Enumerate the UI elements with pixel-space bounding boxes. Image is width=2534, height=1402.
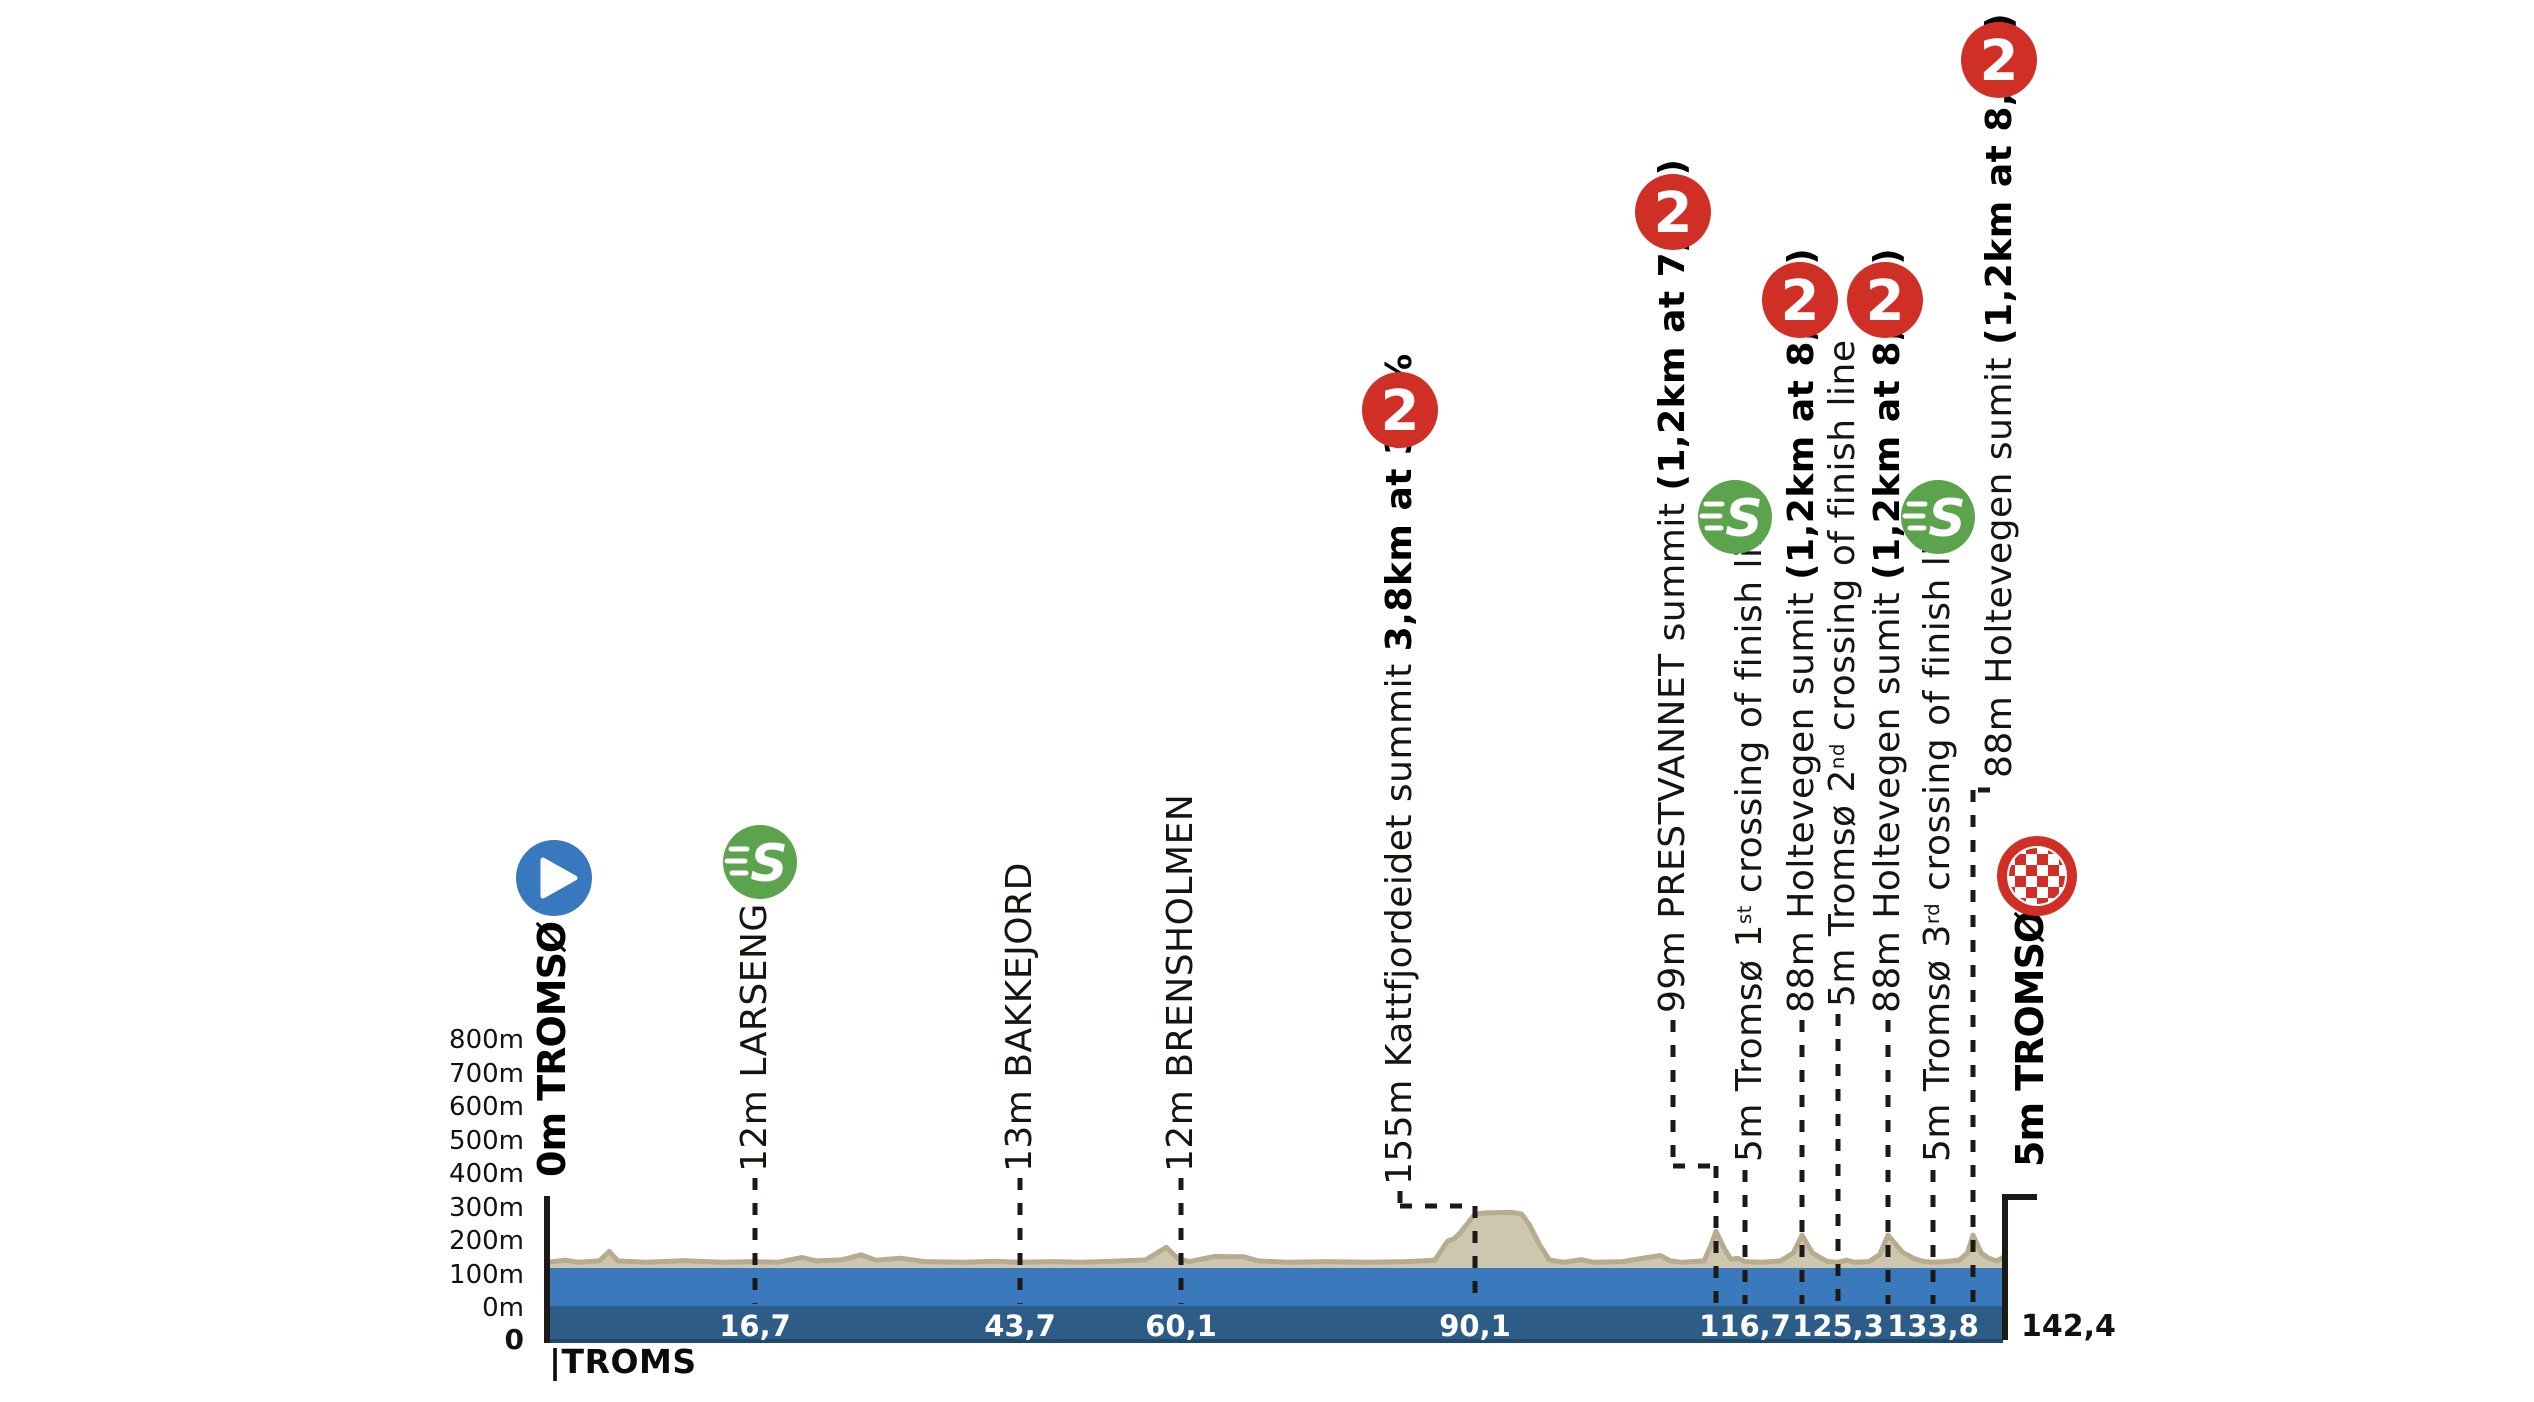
waypoint-label-text: nd xyxy=(1826,743,1849,770)
svg-text:2: 2 xyxy=(1654,181,1693,246)
waypoint-connectors xyxy=(752,787,2037,1340)
waypoint-label-text: 5m Tromsø 2 xyxy=(1821,769,1863,1007)
sea-band-bottom-edge xyxy=(547,1339,2003,1343)
waypoint-label-tromso-finish: 5m TROMSØ xyxy=(2007,912,2053,1167)
terrain-line xyxy=(544,1209,2006,1265)
x-axis-tick: 60,1 xyxy=(1145,1309,1217,1343)
waypoint-label-text: 155m Kattfjordeidet summit xyxy=(1379,651,1420,1185)
x-axis-tick: 90,1 xyxy=(1439,1309,1511,1343)
category-2-climb-icon-holtevegen-3: 2 xyxy=(1961,22,2037,98)
sea-band-dark xyxy=(547,1306,2003,1343)
x-axis-tick: 125,3 xyxy=(1792,1309,1884,1343)
waypoint-label-tromso-start: 0m TROMSØ xyxy=(529,922,575,1177)
waypoint-label-text: st xyxy=(1733,905,1756,925)
x-axis-tick: 16,7 xyxy=(719,1309,791,1343)
y-axis-tick: 600m xyxy=(449,1092,524,1122)
waypoint-label-text: crossing of finish line xyxy=(1916,499,1958,903)
waypoint-label-larseng: 12m LARSENG xyxy=(734,903,775,1172)
x-axis-tick: 116,7 xyxy=(1699,1309,1791,1343)
waypoint-label-text: 99m PRESTVANNET summit xyxy=(1652,490,1693,1013)
svg-text:S: S xyxy=(750,834,787,894)
x-axis-tick: 133,8 xyxy=(1887,1309,1979,1343)
total-distance-label: 142,4 xyxy=(2021,1309,2116,1344)
y-axis-origin-label: 0 xyxy=(504,1323,524,1356)
waypoint-label-text: 0m TROMSØ xyxy=(530,921,574,1177)
y-axis-tick: 400m xyxy=(449,1159,524,1189)
y-axis-tick: 100m xyxy=(449,1259,524,1290)
waypoint-label-crossing-2: 5m Tromsø 2nd crossing of finish line xyxy=(1818,340,1863,1007)
finish-checkered-icon-tromso-finish xyxy=(1996,835,2078,917)
waypoint-label-text: crossing of finish line xyxy=(1821,339,1863,744)
sprint-icon-crossing-1: S xyxy=(1698,480,1772,554)
y-axis-tick: 500m xyxy=(449,1125,524,1156)
y-axis-tick: 700m xyxy=(449,1058,524,1089)
waypoint-label-text: 5m Tromsø 1 xyxy=(1728,924,1770,1162)
category-2-climb-icon-prestvannet: 2 xyxy=(1635,174,1711,250)
waypoint-label-text: crossing of finish line xyxy=(1728,501,1770,906)
category-2-climb-icon-holtevegen-2: 2 xyxy=(1847,262,1923,338)
svg-text:S: S xyxy=(1725,489,1762,549)
waypoint-label-kattfjordeidet: 155m Kattfjordeidet summit 3,8km at 3.6% xyxy=(1379,353,1420,1185)
category-2-climb-icon-holtevegen-1: 2 xyxy=(1762,262,1838,338)
waypoint-label-crossing-1: 5m Tromsø 1st crossing of finish line xyxy=(1725,502,1770,1162)
waypoint-label-holtevegen-1: 88m Holtevegen sumit (1,2km at 8,1%) xyxy=(1781,248,1822,1013)
waypoint-label-text: 5m TROMSØ xyxy=(2008,911,2052,1167)
waypoint-label-bakkejord: 13m BAKKEJORD xyxy=(999,862,1040,1172)
waypoint-label-text: rd xyxy=(1921,902,1944,925)
waypoint-label-crossing-3: 5m Tromsø 3rd crossing of finish line xyxy=(1913,499,1958,1162)
y-axis-tick: 800m xyxy=(449,1025,524,1055)
waypoint-label-prestvannet: 99m PRESTVANNET summit (1,2km at 7,5%) xyxy=(1652,159,1693,1013)
svg-text:S: S xyxy=(1928,489,1965,549)
y-axis-tick: 0m xyxy=(482,1293,524,1323)
x-axis-tick: 43,7 xyxy=(984,1309,1056,1343)
svg-text:2: 2 xyxy=(1866,269,1905,334)
waypoint-label-text: 88m Holtevegen sumit xyxy=(1979,344,2020,778)
y-axis-tick: 300m xyxy=(449,1192,524,1223)
region-label: |TROMS xyxy=(549,1342,697,1381)
waypoint-label-text: 12m BRENSHOLMEN xyxy=(1160,793,1201,1172)
y-axis-tick: 200m xyxy=(449,1226,524,1256)
start-icon-tromso-start xyxy=(515,839,593,917)
waypoint-label-text: 13m BAKKEJORD xyxy=(999,862,1040,1172)
waypoint-label-text: 5m Tromsø 3 xyxy=(1916,924,1958,1162)
finish-connector-tromso-finish xyxy=(2002,1194,2037,1340)
sprint-icon-crossing-3: S xyxy=(1901,480,1975,554)
waypoint-label-text: 88m Holtevegen sumit xyxy=(1867,579,1908,1013)
category-2-climb-icon-kattfjordeidet: 2 xyxy=(1362,372,1438,448)
waypoint-label-brensholmen: 12m BRENSHOLMEN xyxy=(1160,793,1201,1172)
svg-text:2: 2 xyxy=(1781,269,1820,334)
sprint-icon-larseng: S xyxy=(723,825,797,899)
svg-text:2: 2 xyxy=(1381,379,1420,444)
waypoint-label-text: 12m LARSENG xyxy=(734,903,775,1172)
waypoint-label-holtevegen-2: 88m Holtevegen sumit (1,2km at 8,1%) xyxy=(1867,248,1908,1013)
waypoint-label-text: 88m Holtevegen sumit xyxy=(1781,579,1822,1013)
waypoint-label-holtevegen-3: 88m Holtevegen sumit (1,2km at 8,1%) xyxy=(1979,13,2020,778)
svg-text:2: 2 xyxy=(1980,29,2019,94)
sea-band-light xyxy=(547,1268,2003,1306)
